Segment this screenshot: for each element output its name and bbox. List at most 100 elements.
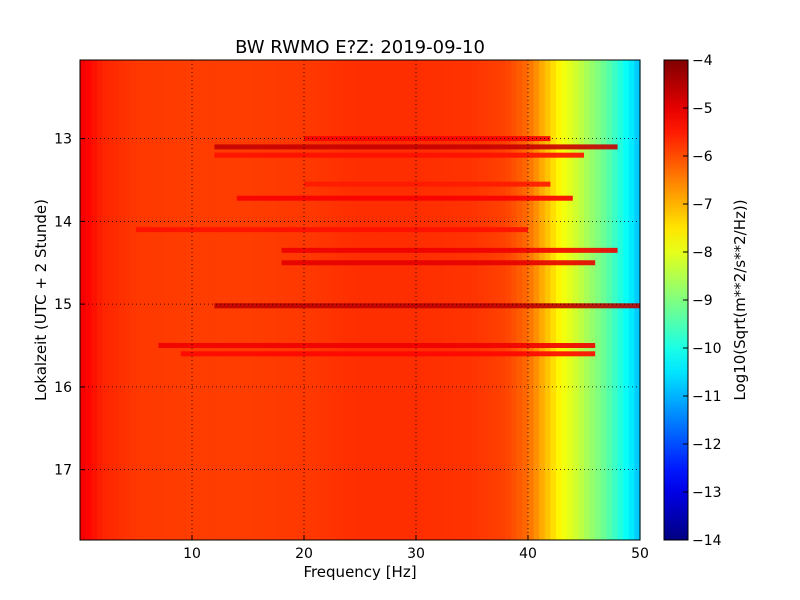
heatmap-column xyxy=(606,60,613,540)
heatmap-column xyxy=(572,60,579,540)
heatmap-column xyxy=(203,60,210,540)
heatmap-column xyxy=(113,60,120,540)
heatmap-column xyxy=(102,60,109,540)
heatmap-column xyxy=(292,60,299,540)
heatmap-column xyxy=(483,60,490,540)
heatmap-column xyxy=(130,60,137,540)
plot-frame xyxy=(79,59,641,541)
y-tick-label: 16 xyxy=(54,380,72,396)
heatmap-column xyxy=(399,60,406,540)
heatmap-column xyxy=(595,60,602,540)
x-tick-label: 50 xyxy=(631,546,649,562)
colorbar-tick-label: −12 xyxy=(692,437,722,453)
colorbar-tick-label: −7 xyxy=(692,197,713,213)
heatmap-layer xyxy=(80,60,641,540)
heatmap-column xyxy=(298,60,305,540)
heatmap-column xyxy=(416,60,423,540)
heatmap-column xyxy=(539,60,546,540)
heatmap-column xyxy=(421,60,428,540)
heatmap-column xyxy=(186,60,193,540)
colorbar-tick-label: −4 xyxy=(692,53,713,69)
heatmap-column xyxy=(427,60,434,540)
heatmap-column xyxy=(220,60,227,540)
heatmap-column xyxy=(511,60,518,540)
spectral-band xyxy=(158,343,596,349)
heatmap-column xyxy=(371,60,378,540)
heatmap-column xyxy=(488,60,495,540)
heatmap-column xyxy=(444,60,451,540)
heatmap-column xyxy=(348,60,355,540)
heatmap-column xyxy=(158,60,165,540)
spectral-band xyxy=(236,195,573,201)
heatmap-column xyxy=(80,60,87,540)
heatmap-column xyxy=(214,60,221,540)
heatmap-column xyxy=(136,60,143,540)
heatmap-column xyxy=(466,60,473,540)
spectral-band xyxy=(281,260,596,266)
heatmap-column xyxy=(410,60,417,540)
heatmap-column xyxy=(354,60,361,540)
heatmap-column xyxy=(91,60,98,540)
heatmap-column xyxy=(600,60,607,540)
heatmap-column xyxy=(404,60,411,540)
heatmap-column xyxy=(623,60,630,540)
x-tick-label: 10 xyxy=(183,546,201,562)
heatmap-column xyxy=(259,60,266,540)
heatmap-column xyxy=(561,60,568,540)
heatmap-column xyxy=(169,60,176,540)
spectral-band xyxy=(304,136,551,142)
heatmap-column xyxy=(152,60,159,540)
heatmap-column xyxy=(477,60,484,540)
band-layer xyxy=(136,136,640,357)
colorbar-tick-label: −13 xyxy=(692,485,722,501)
colorbar-label: Log10(Sqrt(m**2/s**2/Hz)) xyxy=(731,199,749,400)
heatmap-column xyxy=(550,60,557,540)
colorbar-tick-label: −14 xyxy=(692,533,722,549)
y-axis-label: Lokalzeit (UTC + 2 Stunde) xyxy=(32,199,50,401)
heatmap-column xyxy=(315,60,322,540)
colorbar-ticks: −4 −5 −6 −7 −8 −9 −10 −11 −12 −13 −14 xyxy=(683,53,722,549)
y-tick-label: 17 xyxy=(54,463,72,479)
heatmap-column xyxy=(225,60,232,540)
spectral-band xyxy=(214,144,618,150)
heatmap-column xyxy=(332,60,339,540)
heatmap-column xyxy=(326,60,333,540)
heatmap-column xyxy=(628,60,635,540)
heatmap-column xyxy=(365,60,372,540)
heatmap-column xyxy=(438,60,445,540)
heatmap-column xyxy=(119,60,126,540)
heatmap-column xyxy=(494,60,501,540)
spectral-band xyxy=(214,152,584,158)
heatmap-column xyxy=(533,60,540,540)
heatmap-column xyxy=(376,60,383,540)
heatmap-column xyxy=(309,60,316,540)
heatmap-column xyxy=(85,60,92,540)
colorbar-tick-label: −9 xyxy=(692,293,713,309)
heatmap-column xyxy=(432,60,439,540)
spectral-band xyxy=(304,181,551,187)
colorbar-tick-label: −5 xyxy=(692,101,713,117)
colorbar-tick-label: −8 xyxy=(692,245,713,261)
y-tick-label: 14 xyxy=(54,214,72,230)
heatmap-column xyxy=(634,60,641,540)
x-axis: 10 20 30 40 50 xyxy=(183,535,649,562)
spectral-band xyxy=(180,351,596,357)
heatmap-column xyxy=(197,60,204,540)
heatmap-column xyxy=(108,60,115,540)
heatmap-column xyxy=(388,60,395,540)
heatmap-column xyxy=(589,60,596,540)
heatmap-column xyxy=(460,60,467,540)
spectral-band xyxy=(136,227,528,233)
heatmap-column xyxy=(393,60,400,540)
heatmap-column xyxy=(472,60,479,540)
heatmap-column xyxy=(578,60,585,540)
heatmap-column xyxy=(253,60,260,540)
x-tick-label: 40 xyxy=(519,546,537,562)
heatmap-column xyxy=(180,60,187,540)
heatmap-column xyxy=(96,60,103,540)
heatmap-column xyxy=(208,60,215,540)
y-tick-label: 15 xyxy=(54,297,72,313)
heatmap-column xyxy=(449,60,456,540)
heatmap-column xyxy=(242,60,249,540)
